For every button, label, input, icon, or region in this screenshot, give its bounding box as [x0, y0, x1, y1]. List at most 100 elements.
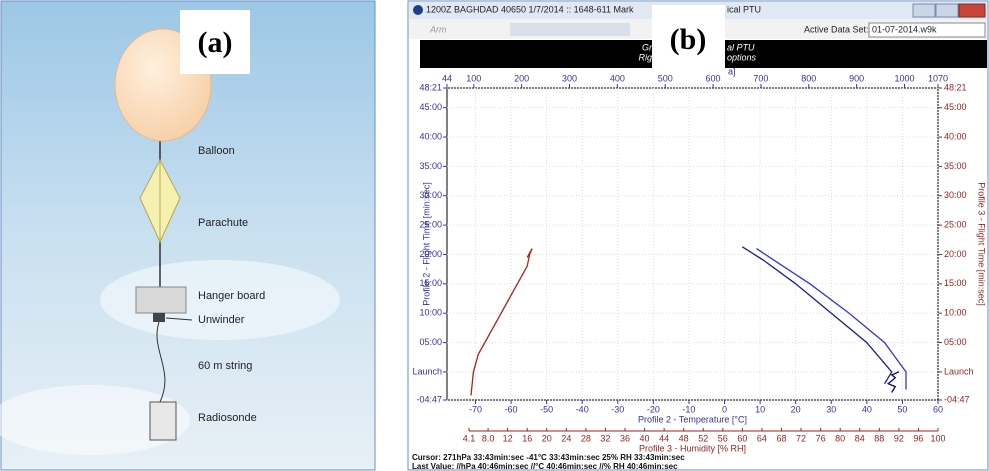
x2-tick-label: 68 [776, 433, 786, 443]
label-box [180, 10, 250, 74]
x2-tick-label: 72 [796, 433, 806, 443]
series-line [756, 248, 907, 390]
plot-area [446, 87, 939, 401]
part-label: Hanger board [198, 290, 265, 302]
x-tick-label: -70 [469, 404, 482, 414]
x3-tick-label: 600 [706, 73, 721, 83]
string [156, 321, 166, 403]
header-text: Rig [638, 52, 652, 62]
x2-tick-label: 12 [503, 433, 513, 443]
x3-tick-label: 1000 [894, 73, 914, 83]
label-box [652, 5, 725, 73]
y-tick-label: 30:00 [419, 190, 442, 200]
x-tick-label: -10 [682, 404, 695, 414]
series-line [741, 246, 893, 385]
part-label: Parachute [198, 217, 248, 229]
part-label: 60 m string [198, 360, 252, 372]
x-tick-label: 10 [755, 404, 765, 414]
y-tick-label: 05:00 [419, 337, 442, 347]
x2-tick-label: 96 [913, 433, 923, 443]
x-tick-label: -20 [647, 404, 660, 414]
hanger-board [135, 286, 187, 314]
x3-tick-label: 200 [514, 73, 529, 83]
close-button[interactable] [958, 3, 986, 18]
y2-tick-label: 25:00 [944, 219, 967, 229]
x3-tick-label: 400 [610, 73, 625, 83]
leader [165, 317, 193, 321]
active-set-select[interactable] [868, 22, 986, 38]
y-tick-label: 25:00 [419, 219, 442, 229]
x2-tick-label: 28 [581, 433, 591, 443]
x2-tick-label: 88 [874, 433, 884, 443]
y-tick-label: 48:21 [419, 82, 442, 92]
x2-tick-label: 40 [640, 433, 650, 443]
x-tick-label: 30 [826, 404, 836, 414]
x-axis-label: Profile 2 - Temperature [°C] [638, 414, 747, 424]
y-tick-label: 35:00 [419, 161, 442, 171]
x2-tick-label: 56 [718, 433, 728, 443]
maximize-button[interactable] [935, 3, 959, 18]
radiosonde [149, 401, 177, 441]
y2-axis-label: Profile 3 - Flight Time [min:sec] [977, 182, 987, 306]
y-tick-label: 10:00 [419, 308, 442, 318]
minimize-button[interactable] [912, 3, 936, 18]
x2-tick-label: 8.0 [482, 433, 495, 443]
header-text: al PTU [727, 42, 755, 52]
y2-tick-label: 15:00 [944, 278, 967, 288]
y-axis-label: Profile 2 - Flight Time [min:sec] [421, 182, 431, 306]
x-tick-label: 60 [933, 404, 943, 414]
y-tick-label: 45:00 [419, 102, 442, 112]
active-set-label: Active Data Set: [804, 24, 869, 34]
header-text: Gr [642, 42, 653, 52]
chart: 48:21 48:21 45:00 45:00 40:00 40:00 35:00 35:00… [412, 66, 986, 453]
panel-a: (a) Balloon Parachute Hanger board Unwin… [0, 0, 376, 471]
x-tick-label: 0 [722, 404, 727, 414]
y2-tick-label: 35:00 [944, 161, 967, 171]
x2-tick-label: 32 [600, 433, 610, 443]
part-label: Balloon [198, 145, 235, 157]
x2-tick-label: 4.1 [463, 433, 476, 443]
x2-tick-label: 20 [542, 433, 552, 443]
x3-tick-label: 300 [562, 73, 577, 83]
toolbar-button[interactable]: Arm [429, 24, 447, 34]
x3-axis-label: a] [728, 66, 736, 76]
x3-tick-label: 44 [442, 73, 452, 83]
y2-tick-label: Launch [944, 366, 974, 376]
x2-tick-label: 16 [522, 433, 532, 443]
x-tick-label: 40 [862, 404, 872, 414]
y-tick-label: 15:00 [419, 278, 442, 288]
x2-tick-label: 84 [855, 433, 865, 443]
x2-tick-label: 52 [698, 433, 708, 443]
part-label: Unwinder [198, 314, 245, 326]
series-line [886, 371, 900, 393]
x2-tick-label: 48 [679, 433, 689, 443]
x2-tick-label: 60 [737, 433, 747, 443]
x2-tick-label: 80 [835, 433, 845, 443]
x-tick-label: 50 [897, 404, 907, 414]
y2-tick-label: 40:00 [944, 131, 967, 141]
active-set-value[interactable]: 01-07-2014.w9k [872, 24, 937, 34]
x-tick-label: -50 [540, 404, 553, 414]
x-tick-label: -30 [611, 404, 624, 414]
x3-tick-label: 700 [753, 73, 768, 83]
unwinder [153, 313, 165, 322]
cloud [0, 385, 190, 455]
y-tick-label: 20:00 [419, 249, 442, 259]
x2-tick-label: 100 [930, 433, 945, 443]
y2-tick-label: 30:00 [944, 190, 967, 200]
x3-tick-label: 1070 [928, 73, 948, 83]
x3-tick-label: 100 [466, 73, 481, 83]
y2-tick-label: -04:47 [944, 394, 970, 404]
y2-tick-label: 45:00 [944, 102, 967, 112]
x3-tick-label: 800 [801, 73, 816, 83]
y2-tick-label: 20:00 [944, 249, 967, 259]
x2-tick-label: 76 [816, 433, 826, 443]
panel-label: (b) [670, 23, 707, 56]
panel-b: 1200Z BAGHDAD 40650 1/7/2014 :: 1648-611… [407, 0, 989, 471]
y-tick-label: -04:47 [416, 394, 442, 404]
x2-tick-label: 36 [620, 433, 630, 443]
window-title: 1200Z BAGHDAD 40650 1/7/2014 :: 1648-611… [426, 4, 634, 14]
x3-tick-label: 900 [849, 73, 864, 83]
y2-tick-label: 48:21 [944, 82, 967, 92]
x2-tick-label: 44 [659, 433, 669, 443]
